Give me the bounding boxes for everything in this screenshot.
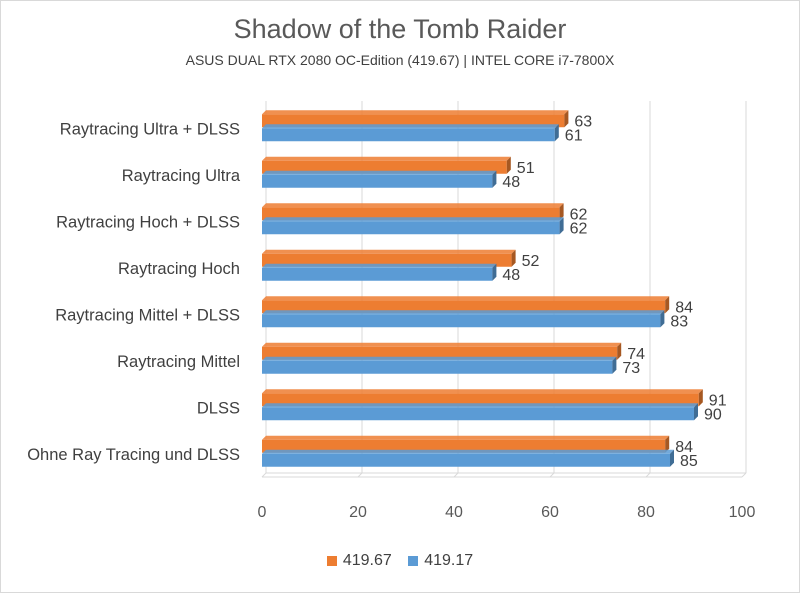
category-label: Raytracing Mittel: [117, 353, 240, 371]
bar-top-face: [262, 170, 497, 175]
bar-419-67: [262, 114, 565, 128]
bar-419-17: [262, 267, 493, 281]
data-label: 62: [570, 206, 588, 223]
bar-side-face: [511, 249, 516, 267]
x-tick-label: 0: [258, 504, 267, 521]
bar-side-face: [612, 356, 617, 374]
bar-419-67: [262, 253, 512, 267]
x-tick-label: 20: [349, 504, 367, 521]
bar-top-face: [262, 310, 665, 315]
chart-title: Shadow of the Tomb Raider: [233, 14, 567, 44]
bar-side-face: [559, 217, 564, 235]
bar-side-face: [617, 342, 622, 360]
bar-top-face: [262, 156, 511, 161]
bar-side-face: [564, 110, 569, 128]
bar-419-17: [262, 453, 670, 467]
bar-top-face: [262, 124, 559, 129]
bar-419-17: [262, 360, 613, 374]
x-tick-label: 60: [541, 504, 559, 521]
bar-419-17: [262, 314, 661, 328]
data-label: 62: [570, 220, 588, 237]
legend: 419.67 419.17: [0, 552, 800, 571]
bar-top-face: [262, 449, 674, 454]
gridline-depth: [357, 472, 363, 478]
data-label: 90: [704, 406, 722, 423]
gridline-depth: [549, 472, 555, 478]
bar-side-face: [554, 124, 559, 142]
legend-item-419-67: 419.67: [326, 552, 392, 570]
bar-top-face: [262, 110, 569, 115]
data-label: 61: [565, 127, 583, 144]
category-label: Ohne Ray Tracing und DLSS: [27, 446, 240, 464]
category-label: DLSS: [197, 399, 240, 417]
legend-item-419-17: 419.17: [408, 552, 473, 570]
data-label: 48: [502, 267, 520, 284]
data-label: 84: [675, 299, 693, 316]
category-label: Raytracing Hoch + DLSS: [56, 213, 240, 231]
data-label: 84: [675, 439, 693, 456]
bar-419-17: [262, 407, 694, 421]
data-label: 73: [622, 360, 640, 377]
data-label: 51: [517, 160, 535, 177]
bar-419-67: [262, 393, 699, 407]
bar-419-17: [262, 221, 560, 235]
bar-side-face: [698, 389, 703, 407]
bar-419-67: [262, 346, 618, 360]
bar-top-face: [262, 296, 670, 301]
x-tick-label: 80: [637, 504, 655, 521]
bar-top-face: [262, 249, 516, 254]
bar-top-face: [262, 389, 703, 394]
bar-419-17: [262, 128, 555, 142]
bar-top-face: [262, 263, 497, 268]
data-label: 63: [574, 113, 592, 130]
data-label: 74: [627, 346, 645, 363]
gridline-depth: [645, 472, 651, 478]
bar-side-face: [660, 310, 665, 328]
bar-top-face: [262, 403, 698, 408]
bar-side-face: [665, 296, 670, 314]
bar-top-face: [262, 356, 617, 361]
legend-label: 419.17: [424, 552, 474, 569]
data-label: 91: [709, 392, 727, 409]
bar-side-face: [506, 156, 511, 174]
bar-side-face: [559, 203, 564, 221]
category-label: Raytracing Ultra: [122, 167, 241, 185]
bar-side-face: [492, 170, 497, 188]
data-label: 48: [502, 174, 520, 191]
gridline-depth: [261, 472, 267, 478]
gridline-depth: [453, 472, 459, 478]
bar-top-face: [262, 203, 564, 208]
legend-label: 419.67: [342, 552, 392, 569]
bar-top-face: [262, 342, 622, 347]
legend-swatch-orange: [326, 556, 337, 566]
legend-swatch-blue: [408, 556, 419, 566]
bar-419-17: [262, 174, 493, 188]
bar-top-face: [262, 217, 564, 222]
bar-419-67: [262, 300, 666, 314]
category-label: Raytracing Hoch: [118, 260, 240, 278]
bar-side-face: [670, 449, 674, 467]
bar-419-67: [262, 439, 666, 453]
bar-419-67: [262, 207, 560, 221]
bar-side-face: [492, 263, 497, 281]
x-tick-label: 100: [729, 504, 756, 521]
chart-subtitle: ASUS DUAL RTX 2080 OC-Edition (419.67) |…: [185, 52, 615, 68]
data-label: 83: [670, 313, 688, 330]
data-label: 52: [522, 253, 540, 270]
x-tick-label: 40: [445, 504, 463, 521]
bar-side-face: [694, 403, 698, 421]
bar-top-face: [262, 435, 670, 440]
data-label: 85: [680, 453, 698, 470]
gridline-depth: [741, 472, 747, 478]
bar-side-face: [665, 435, 670, 453]
category-label: Raytracing Ultra + DLSS: [60, 120, 240, 138]
bar-419-67: [262, 160, 507, 174]
category-label: Raytracing Mittel + DLSS: [55, 306, 240, 324]
